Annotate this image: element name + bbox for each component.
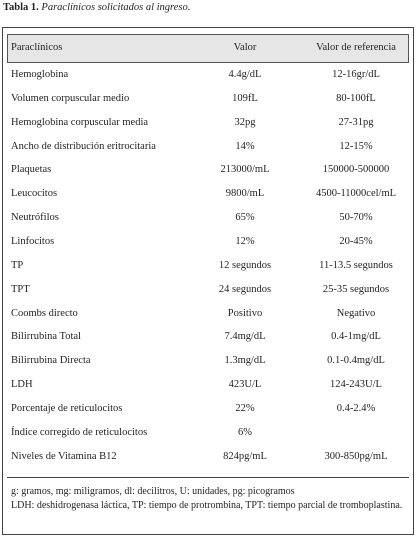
table-cell: 65%	[235, 212, 255, 224]
table-cell: TP	[11, 259, 24, 271]
table-cell: 7.4mg/dL	[224, 331, 266, 343]
footnote: g: gramos, mg: miligramos, dl: decilitro…	[11, 486, 295, 497]
table-cell: 12 segundos	[218, 259, 272, 271]
table-cell: 12%	[235, 235, 255, 247]
table-cell: 24 segundos	[218, 283, 272, 295]
table-cell: Leucocitos	[11, 188, 58, 200]
table-cell: Bilirrubina Directa	[11, 355, 91, 367]
table-cell: Neutrófilos	[11, 212, 59, 224]
table-cell: 20-45%	[339, 235, 373, 247]
table-cell: 824pg/mL	[223, 450, 267, 462]
table-cell: 0.1-0.4mg/dL	[327, 355, 385, 367]
caption-text: Paraclínicos solicitados al ingreso.	[41, 2, 191, 13]
table-cell: 150000-500000	[322, 164, 390, 176]
table-cell: Niveles de Vitamina B12	[11, 450, 117, 462]
table-cell: 12-15%	[339, 140, 373, 152]
table-cell: Coombs directo	[11, 307, 78, 319]
table-cell: 50-70%	[339, 212, 373, 224]
table-cell: Índice corregido de reticulocitos	[11, 426, 148, 438]
table-cell: 300-850pg/mL	[324, 450, 388, 462]
column-header: Valor de referencia	[316, 42, 396, 53]
table-cell: 1.3mg/dL	[224, 355, 266, 367]
table-cell: 4.4g/dL	[228, 69, 262, 80]
table-cell: 11-13.5 segundos	[319, 259, 393, 271]
table-cell: 0.4-1mg/dL	[331, 331, 381, 343]
table-cell: Negativo	[336, 307, 376, 319]
table-cell: Volumen corpuscular medio	[11, 92, 130, 104]
table-frame: g: gramos, mg: miligramos, dl: decilitro…	[2, 27, 414, 535]
table-cell: 22%	[235, 402, 255, 414]
table-cell: 213000/mL	[220, 164, 270, 176]
column-header: Paraclínicos	[11, 42, 63, 53]
footnote: LDH: deshidrogenasa láctica, TP: tiempo …	[11, 499, 403, 511]
table-cell: Hemoglobina corpuscular media	[11, 116, 149, 128]
table-cell: LDH	[11, 379, 33, 391]
table-cell: Bilirrubina Total	[11, 331, 81, 343]
table-cell: 25-35 segundos	[322, 283, 390, 295]
caption-label: Tabla 1.	[3, 2, 39, 13]
table-cell: Ancho de distribución eritrocitaria	[11, 140, 156, 152]
footer-rule	[7, 477, 409, 478]
table-cell: 4500-11000cel/mL	[315, 188, 397, 200]
table-header	[7, 34, 409, 63]
table-cell: 27-31pg	[338, 116, 374, 128]
table-cell: 80-100fL	[336, 92, 376, 104]
table-cell: 32pg	[234, 116, 256, 128]
caption: Tabla 1. Paraclínicos solicitados al ing…	[3, 2, 190, 13]
table-cell: 12-16gr/dL	[332, 69, 380, 80]
table-cell: Positivo	[227, 307, 263, 319]
table-cell: 6%	[238, 426, 252, 438]
table-cell: Hemoglobina	[11, 69, 69, 80]
column-header: Valor	[233, 42, 257, 53]
table-cell: 109fL	[232, 92, 258, 104]
table-cell: Porcentaje de reticulocitos	[11, 402, 123, 414]
table-cell: Linfocitos	[11, 235, 55, 247]
table-cell: TPT	[11, 283, 30, 295]
table-cell: 124-243U/L	[330, 379, 382, 391]
table-cell: 14%	[235, 140, 255, 152]
table-cell: 423U/L	[228, 379, 262, 391]
table-cell: 9800/mL	[225, 188, 265, 200]
footnotes: g: gramos, mg: miligramos, dl: decilitro…	[11, 485, 405, 512]
table-cell: 0.4-2.4%	[336, 402, 376, 414]
table-cell: Plaquetas	[11, 164, 52, 176]
